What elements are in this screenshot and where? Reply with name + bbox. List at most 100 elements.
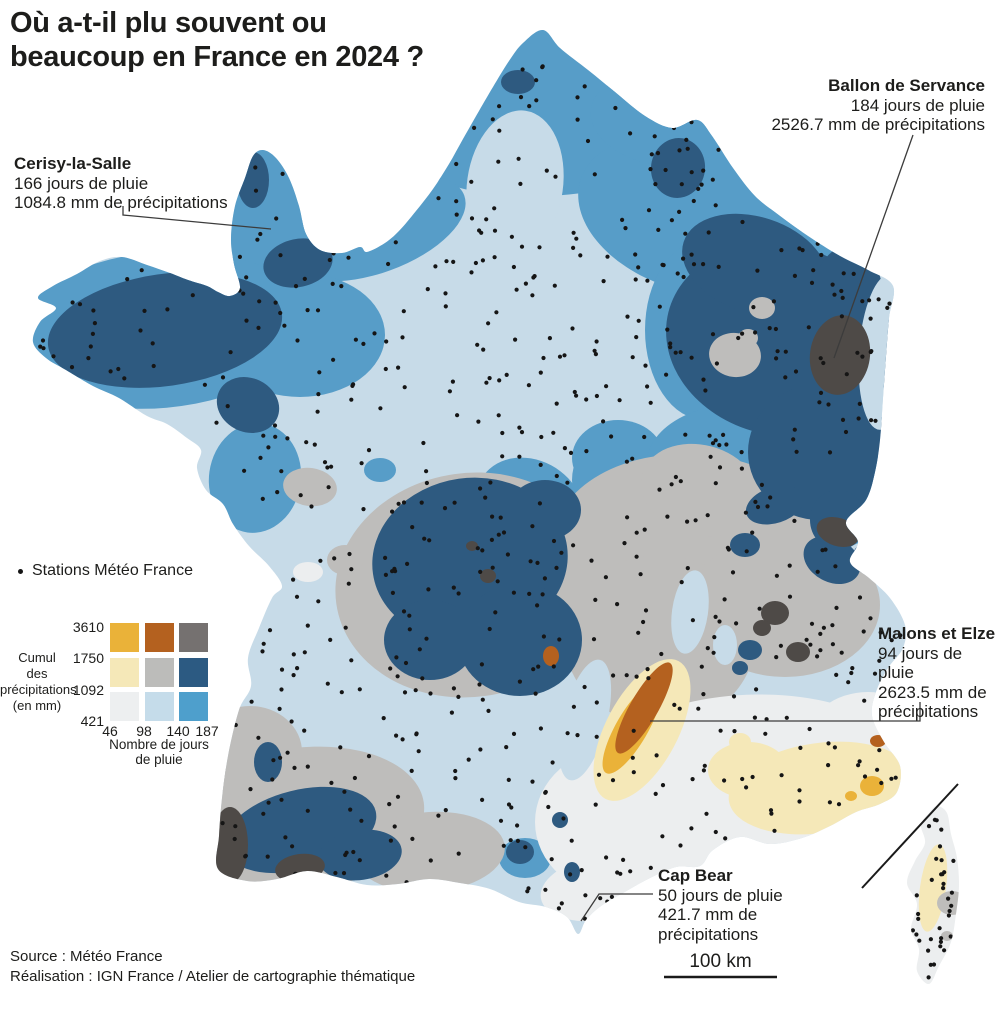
weather-station-dot	[942, 948, 947, 953]
stations-legend: Stations Météo France	[18, 562, 193, 580]
weather-station-dot	[427, 538, 432, 543]
weather-station-dot	[641, 619, 646, 625]
weather-station-dot	[832, 745, 838, 750]
weather-station-dot	[677, 209, 682, 214]
y-label-line: (en mm)	[12, 698, 62, 713]
weather-station-dot	[628, 131, 633, 136]
weather-station-dot	[593, 352, 599, 357]
weather-station-dot	[393, 240, 398, 245]
y-label-line: précipitations	[0, 682, 77, 697]
weather-station-dot	[808, 642, 813, 647]
weather-station-dot	[315, 308, 321, 313]
weather-station-dot	[277, 706, 282, 712]
weather-station-dot	[872, 671, 878, 676]
weather-station-dot	[654, 753, 659, 758]
weather-station-dot	[466, 757, 471, 762]
weather-station-dot	[634, 674, 639, 679]
weather-station-dot	[511, 731, 517, 737]
legend-cell-r2c1	[144, 692, 174, 721]
weather-station-dot	[937, 844, 943, 849]
weather-station-dot	[428, 691, 433, 696]
weather-station-dot	[352, 775, 357, 781]
weather-station-dot	[275, 490, 280, 495]
weather-station-dot	[305, 308, 310, 313]
map-region-blob	[355, 811, 505, 893]
weather-station-dot	[536, 664, 541, 669]
weather-station-dot	[496, 159, 501, 164]
weather-station-dot	[410, 836, 415, 842]
weather-station-dot	[850, 666, 855, 671]
weather-station-dot	[605, 254, 610, 259]
weather-station-dot	[554, 473, 559, 479]
map-region-blob	[543, 646, 559, 666]
weather-station-dot	[77, 302, 83, 307]
weather-station-dot	[839, 288, 844, 294]
weather-station-dot	[293, 871, 298, 877]
weather-station-dot	[51, 354, 56, 359]
weather-station-dot	[295, 338, 300, 343]
weather-station-dot	[669, 482, 674, 487]
realisation-line: Réalisation : IGN France / Atelier de ca…	[10, 968, 416, 985]
weather-station-dot	[678, 479, 683, 484]
weather-station-dot	[395, 674, 400, 679]
weather-station-dot	[534, 98, 539, 103]
weather-station-dot	[309, 504, 314, 509]
weather-station-dot	[634, 530, 639, 535]
weather-station-dot	[493, 610, 498, 615]
weather-station-dot	[839, 314, 845, 319]
weather-station-dot	[492, 255, 497, 260]
weather-station-dot	[475, 342, 480, 347]
weather-station-dot	[530, 779, 535, 784]
weather-station-dot	[778, 643, 784, 648]
weather-station-dot	[774, 356, 779, 361]
weather-station-dot	[343, 852, 348, 858]
weather-station-dot	[331, 251, 336, 256]
weather-station-dot	[504, 372, 509, 377]
weather-station-dot	[518, 181, 523, 186]
weather-station-dot	[572, 389, 577, 395]
map-region-blob	[845, 791, 857, 801]
weather-station-dot	[716, 147, 721, 152]
weather-station-dot	[594, 393, 600, 399]
x-label-line: de pluie	[135, 752, 183, 767]
weather-station-dot	[631, 728, 636, 733]
weather-station-dot	[809, 280, 815, 285]
weather-station-dot	[668, 341, 673, 346]
weather-station-dot	[861, 629, 866, 634]
weather-station-dot	[623, 226, 628, 231]
weather-station-dot	[537, 245, 542, 250]
weather-station-dot	[946, 913, 952, 918]
weather-station-dot	[342, 789, 347, 794]
map-region-blob	[237, 152, 269, 208]
weather-station-dot	[625, 314, 630, 319]
legend-cell-r0c1	[144, 623, 174, 652]
weather-station-dot	[328, 637, 333, 643]
weather-station-dot	[774, 573, 780, 578]
weather-station-dot	[625, 515, 630, 520]
weather-station-dot	[832, 292, 837, 297]
weather-station-dot	[645, 384, 650, 389]
weather-station-dot	[665, 514, 670, 519]
weather-station-dot	[862, 774, 868, 779]
weather-station-dot	[821, 360, 826, 366]
weather-station-dot	[939, 827, 944, 832]
weather-station-dot	[325, 465, 330, 470]
weather-station-dot	[696, 186, 701, 191]
weather-station-dot	[476, 419, 481, 424]
weather-station-dot	[571, 704, 577, 709]
weather-station-dot	[773, 326, 779, 332]
weather-station-dot	[750, 774, 755, 780]
weather-station-dot	[809, 621, 815, 626]
weather-station-dot	[420, 676, 425, 681]
weather-station-dot	[917, 938, 922, 943]
weather-station-dot	[815, 569, 820, 574]
weather-station-dot	[815, 654, 820, 659]
annotation-cerisy-la-salle: Cerisy-la-Salle 166 jours de pluie 1084.…	[14, 154, 228, 213]
weather-station-dot	[242, 468, 247, 473]
weather-station-dot	[584, 397, 589, 402]
map-region-blob	[327, 545, 363, 575]
weather-station-dot	[279, 687, 284, 692]
weather-station-dot	[706, 230, 711, 235]
weather-station-dot	[681, 256, 686, 261]
weather-station-dot	[739, 450, 744, 455]
